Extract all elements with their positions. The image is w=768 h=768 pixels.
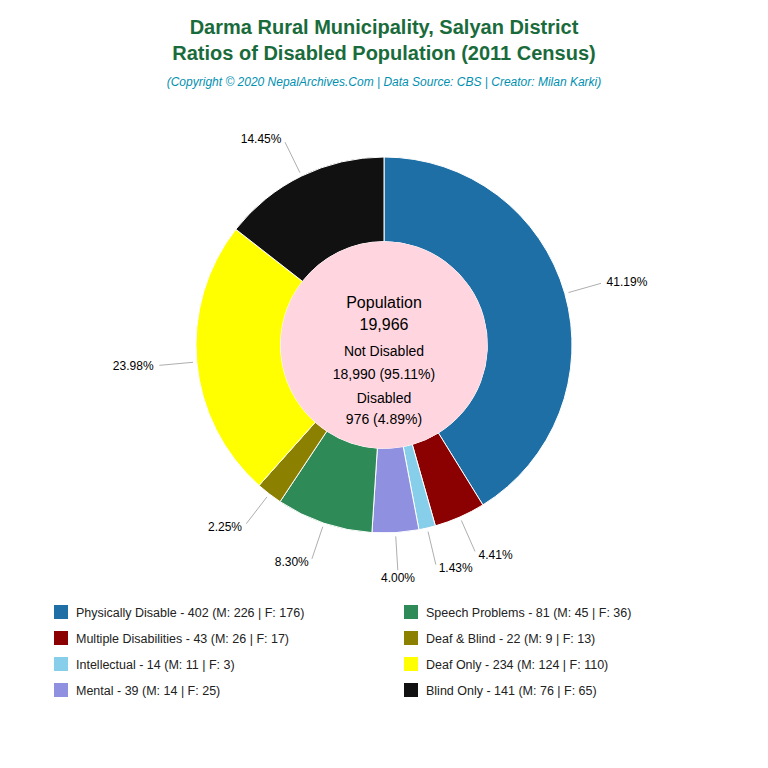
center-annotation: Population: [346, 294, 422, 311]
legend-entry: Speech Problems - 81 (M: 45 | F: 36): [426, 606, 631, 620]
legend-swatch: [404, 605, 418, 619]
legend-swatch: [404, 683, 418, 697]
center-annotation: Not Disabled: [344, 343, 424, 359]
data-label: 4.41%: [479, 548, 513, 562]
legend-swatch: [54, 605, 68, 619]
leader-line: [159, 362, 193, 365]
legend-entry: Physically Disable - 402 (M: 226 | F: 17…: [76, 606, 304, 620]
legend-entry: Blind Only - 141 (M: 76 | F: 65): [426, 684, 597, 698]
background: [0, 0, 768, 768]
title: Darma Rural Municipality, Salyan Distric…: [190, 16, 579, 38]
legend-swatch: [404, 657, 418, 671]
donut: [196, 157, 572, 533]
legend-entry: Deaf Only - 234 (M: 124 | F: 110): [426, 658, 608, 672]
data-label: 2.25%: [208, 520, 242, 534]
center-annotation: 18,990 (95.11%): [333, 366, 435, 382]
data-label: 41.19%: [607, 275, 648, 289]
center-disc: [281, 242, 488, 449]
center-annotation: 976 (4.89%): [346, 411, 422, 427]
legend-entry: Multiple Disabilities - 43 (M: 26 | F: 1…: [76, 632, 289, 646]
legend-swatch: [404, 631, 418, 645]
data-label: 8.30%: [275, 555, 309, 569]
legend-entry: Mental - 39 (M: 14 | F: 25): [76, 684, 220, 698]
leader-line: [461, 520, 475, 551]
data-labels: 41.19% 4.41% 1.43% 4.00% 8.30% 2.25% 23.98% 14.…: [113, 132, 648, 585]
data-label: 23.98%: [113, 359, 154, 373]
data-label: 14.45%: [241, 132, 282, 146]
donut-slice: [372, 447, 419, 533]
legend-swatch: [54, 683, 68, 697]
center-annotation: 19,966: [360, 316, 409, 333]
legend-entry: Intellectual - 14 (M: 11 | F: 3): [76, 658, 235, 672]
leader-line: [568, 283, 601, 292]
chart: Darma Rural Municipality, Salyan Distric…: [0, 0, 768, 768]
center-annotation: Disabled: [357, 390, 411, 406]
legend-entry: Deaf & Blind - 22 (M: 9 | F: 13): [426, 632, 595, 646]
leader-line: [396, 536, 398, 570]
leader-line: [428, 532, 436, 565]
subtitle: (Copyright © 2020 NepalArchives.Com | Da…: [167, 75, 602, 89]
data-label: 4.00%: [381, 571, 415, 585]
data-label: 1.43%: [439, 561, 473, 575]
leader-line: [246, 497, 267, 524]
title: Ratios of Disabled Population (2011 Cens…: [172, 42, 595, 64]
legend: Physically Disable - 402 (M: 226 | F: 17…: [54, 605, 631, 698]
legend-swatch: [54, 657, 68, 671]
leader-line: [312, 527, 323, 559]
legend-swatch: [54, 631, 68, 645]
leader-line: [285, 142, 300, 172]
